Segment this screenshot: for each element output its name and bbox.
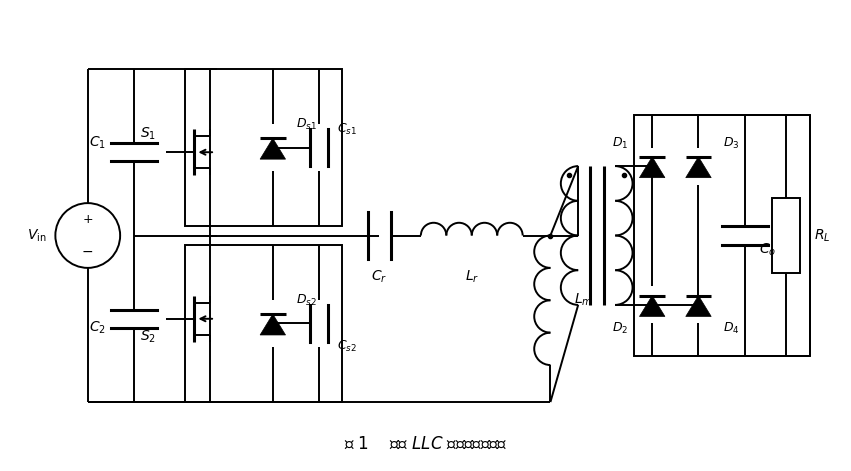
Text: $S_2$: $S_2$ bbox=[140, 329, 156, 346]
Text: $V_{\rm in}$: $V_{\rm in}$ bbox=[27, 227, 47, 244]
Text: −: − bbox=[82, 245, 94, 259]
Text: $D_1$: $D_1$ bbox=[612, 136, 628, 151]
Polygon shape bbox=[639, 157, 665, 178]
Bar bbox=[773, 198, 800, 273]
Bar bbox=[185, 245, 342, 402]
Text: $C_{s2}$: $C_{s2}$ bbox=[337, 339, 357, 354]
Polygon shape bbox=[639, 296, 665, 317]
Polygon shape bbox=[260, 138, 286, 159]
Text: $D_2$: $D_2$ bbox=[612, 320, 628, 335]
Text: $L_r$: $L_r$ bbox=[465, 269, 479, 285]
Text: +: + bbox=[83, 213, 93, 226]
Polygon shape bbox=[686, 157, 711, 178]
Text: $D_{s2}$: $D_{s2}$ bbox=[296, 292, 317, 308]
Bar bbox=[634, 115, 809, 356]
Text: $C_{s1}$: $C_{s1}$ bbox=[337, 122, 357, 137]
Text: $C_1$: $C_1$ bbox=[89, 135, 106, 151]
Text: 图 1    半桥 $LLC$ 谐振变换器拓扑: 图 1 半桥 $LLC$ 谐振变换器拓扑 bbox=[344, 435, 507, 453]
Polygon shape bbox=[260, 314, 286, 335]
Polygon shape bbox=[686, 296, 711, 317]
Text: $C_2$: $C_2$ bbox=[89, 320, 106, 336]
Text: $D_3$: $D_3$ bbox=[722, 136, 740, 151]
Bar bbox=[185, 69, 342, 226]
Text: $C_o$: $C_o$ bbox=[758, 241, 776, 258]
Text: $L_m$: $L_m$ bbox=[574, 292, 592, 309]
Text: $R_L$: $R_L$ bbox=[814, 227, 831, 244]
Text: $S_1$: $S_1$ bbox=[140, 125, 156, 142]
Text: $C_r$: $C_r$ bbox=[371, 269, 387, 285]
Text: $D_{s1}$: $D_{s1}$ bbox=[296, 117, 317, 132]
Text: $D_4$: $D_4$ bbox=[722, 320, 740, 335]
